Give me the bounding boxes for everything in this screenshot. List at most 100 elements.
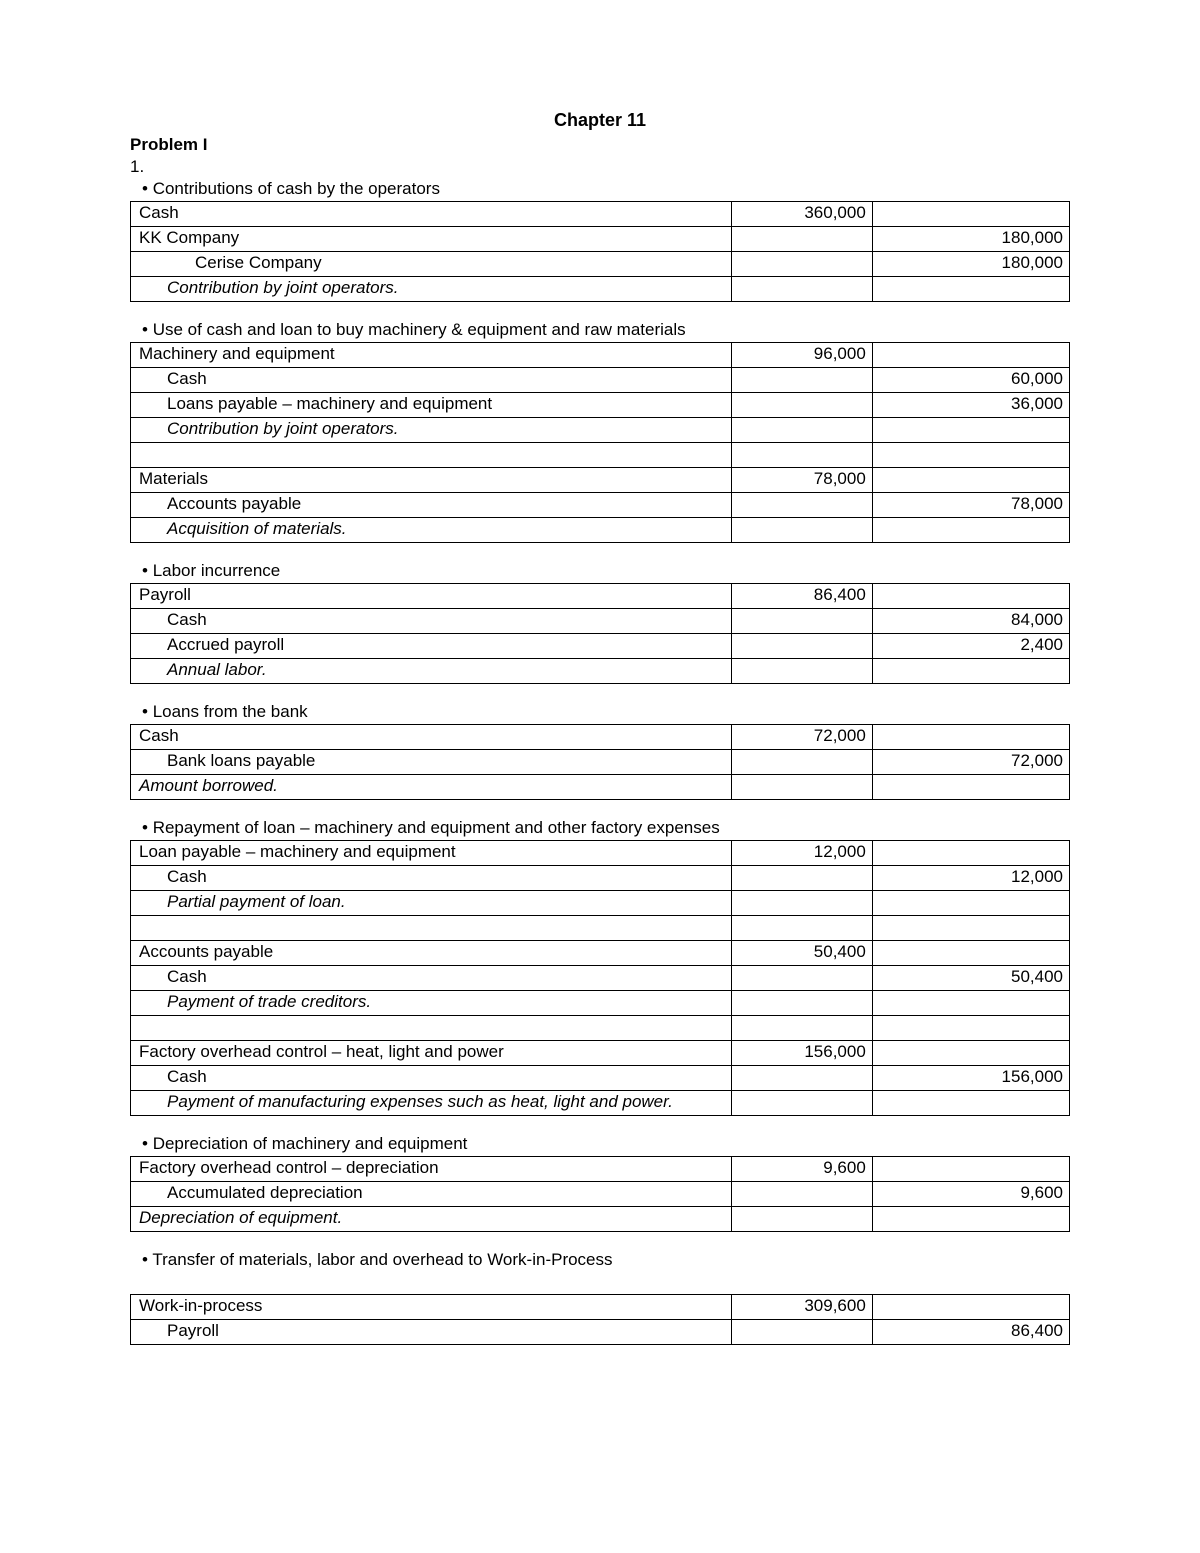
bullet-heading: Loans from the bank — [156, 702, 1070, 722]
table-row — [131, 916, 1070, 941]
account-label: Partial payment of loan. — [131, 891, 732, 916]
debit-amount — [731, 891, 872, 916]
table-row: Materials78,000 — [131, 468, 1070, 493]
page: Chapter 11 Problem I 1. Contributions of… — [0, 0, 1200, 1423]
account-label: Cash — [131, 966, 732, 991]
credit-amount — [872, 891, 1069, 916]
credit-amount: 156,000 — [872, 1066, 1069, 1091]
table-row: Payment of manufacturing expenses such a… — [131, 1091, 1070, 1116]
credit-amount: 180,000 — [872, 252, 1069, 277]
table-row: Contribution by joint operators. — [131, 277, 1070, 302]
debit-amount — [731, 368, 872, 393]
credit-amount — [872, 841, 1069, 866]
table-row: Partial payment of loan. — [131, 891, 1070, 916]
credit-amount — [872, 518, 1069, 543]
debit-amount — [731, 1066, 872, 1091]
table-row: Cash360,000 — [131, 202, 1070, 227]
debit-amount: 360,000 — [731, 202, 872, 227]
journal-entry-table: Machinery and equipment96,000Cash60,000L… — [130, 342, 1070, 543]
journal-entry-table: Factory overhead control – depreciation9… — [130, 1156, 1070, 1232]
credit-amount — [872, 991, 1069, 1016]
credit-amount: 12,000 — [872, 866, 1069, 891]
credit-amount — [872, 1207, 1069, 1232]
account-label: Bank loans payable — [131, 750, 732, 775]
item-number: 1. — [130, 157, 1070, 177]
account-label: Amount borrowed. — [131, 775, 732, 800]
bullet-heading: Contributions of cash by the operators — [156, 179, 1070, 199]
table-row: Cash84,000 — [131, 609, 1070, 634]
account-label: Payroll — [131, 1320, 732, 1345]
credit-amount: 86,400 — [872, 1320, 1069, 1345]
account-label: Contribution by joint operators. — [131, 277, 732, 302]
table-row: Accounts payable78,000 — [131, 493, 1070, 518]
account-label: Cash — [131, 202, 732, 227]
debit-amount — [731, 1016, 872, 1041]
credit-amount — [872, 659, 1069, 684]
credit-amount — [872, 916, 1069, 941]
debit-amount — [731, 493, 872, 518]
credit-amount — [872, 277, 1069, 302]
credit-amount: 50,400 — [872, 966, 1069, 991]
debit-amount: 86,400 — [731, 584, 872, 609]
bullet-heading: Use of cash and loan to buy machinery & … — [156, 320, 1070, 340]
credit-amount — [872, 1157, 1069, 1182]
credit-amount — [872, 1295, 1069, 1320]
account-label: Cash — [131, 866, 732, 891]
table-row: Annual labor. — [131, 659, 1070, 684]
credit-amount: 180,000 — [872, 227, 1069, 252]
debit-amount: 9,600 — [731, 1157, 872, 1182]
account-label — [131, 916, 732, 941]
table-row: Cash 12,000 — [131, 866, 1070, 891]
bullet-heading: Repayment of loan – machinery and equipm… — [156, 818, 1070, 838]
credit-amount — [872, 202, 1069, 227]
journal-entry-table: Cash72,000Bank loans payable72,000Amount… — [130, 724, 1070, 800]
debit-amount: 78,000 — [731, 468, 872, 493]
credit-amount: 36,000 — [872, 393, 1069, 418]
credit-amount — [872, 725, 1069, 750]
table-row: Cash 50,400 — [131, 966, 1070, 991]
table-row: Bank loans payable72,000 — [131, 750, 1070, 775]
account-label: Contribution by joint operators. — [131, 418, 732, 443]
table-row: Cerise Company180,000 — [131, 252, 1070, 277]
bullet-heading: Labor incurrence — [156, 561, 1070, 581]
debit-amount — [731, 1207, 872, 1232]
debit-amount: 96,000 — [731, 343, 872, 368]
debit-amount — [731, 443, 872, 468]
credit-amount — [872, 443, 1069, 468]
credit-amount: 2,400 — [872, 634, 1069, 659]
table-row — [131, 443, 1070, 468]
table-row: Machinery and equipment96,000 — [131, 343, 1070, 368]
journal-entry-table: Cash360,000KK Company 180,000Cerise Compa… — [130, 201, 1070, 302]
debit-amount: 156,000 — [731, 1041, 872, 1066]
table-row: Payroll86,400 — [131, 584, 1070, 609]
table-row: Loan payable – machinery and equipment12… — [131, 841, 1070, 866]
account-label: Depreciation of equipment. — [131, 1207, 732, 1232]
table-row: Payroll 86,400 — [131, 1320, 1070, 1345]
credit-amount — [872, 468, 1069, 493]
debit-amount — [731, 916, 872, 941]
journal-entry-table: Work-in-process309,600Payroll86,400 — [130, 1294, 1070, 1345]
account-label — [131, 443, 732, 468]
account-label: Cash — [131, 368, 732, 393]
credit-amount — [872, 418, 1069, 443]
credit-amount — [872, 941, 1069, 966]
account-label: Loan payable – machinery and equipment — [131, 841, 732, 866]
account-label: Loans payable – machinery and equipment — [131, 393, 732, 418]
chapter-title: Chapter 11 — [130, 110, 1070, 131]
journal-entry-table: Loan payable – machinery and equipment12… — [130, 840, 1070, 1116]
table-row: Cash72,000 — [131, 725, 1070, 750]
debit-amount — [731, 1182, 872, 1207]
account-label: Accounts payable — [131, 493, 732, 518]
debit-amount — [731, 227, 872, 252]
bullet-heading: Transfer of materials, labor and overhea… — [156, 1250, 1070, 1270]
credit-amount — [872, 1041, 1069, 1066]
debit-amount — [731, 393, 872, 418]
table-row: Cash60,000 — [131, 368, 1070, 393]
table-row: Factory overhead control – depreciation9… — [131, 1157, 1070, 1182]
account-label: Factory overhead control – heat, light a… — [131, 1041, 732, 1066]
debit-amount — [731, 659, 872, 684]
debit-amount: 12,000 — [731, 841, 872, 866]
account-label: KK Company — [131, 227, 732, 252]
table-row — [131, 1016, 1070, 1041]
debit-amount — [731, 277, 872, 302]
